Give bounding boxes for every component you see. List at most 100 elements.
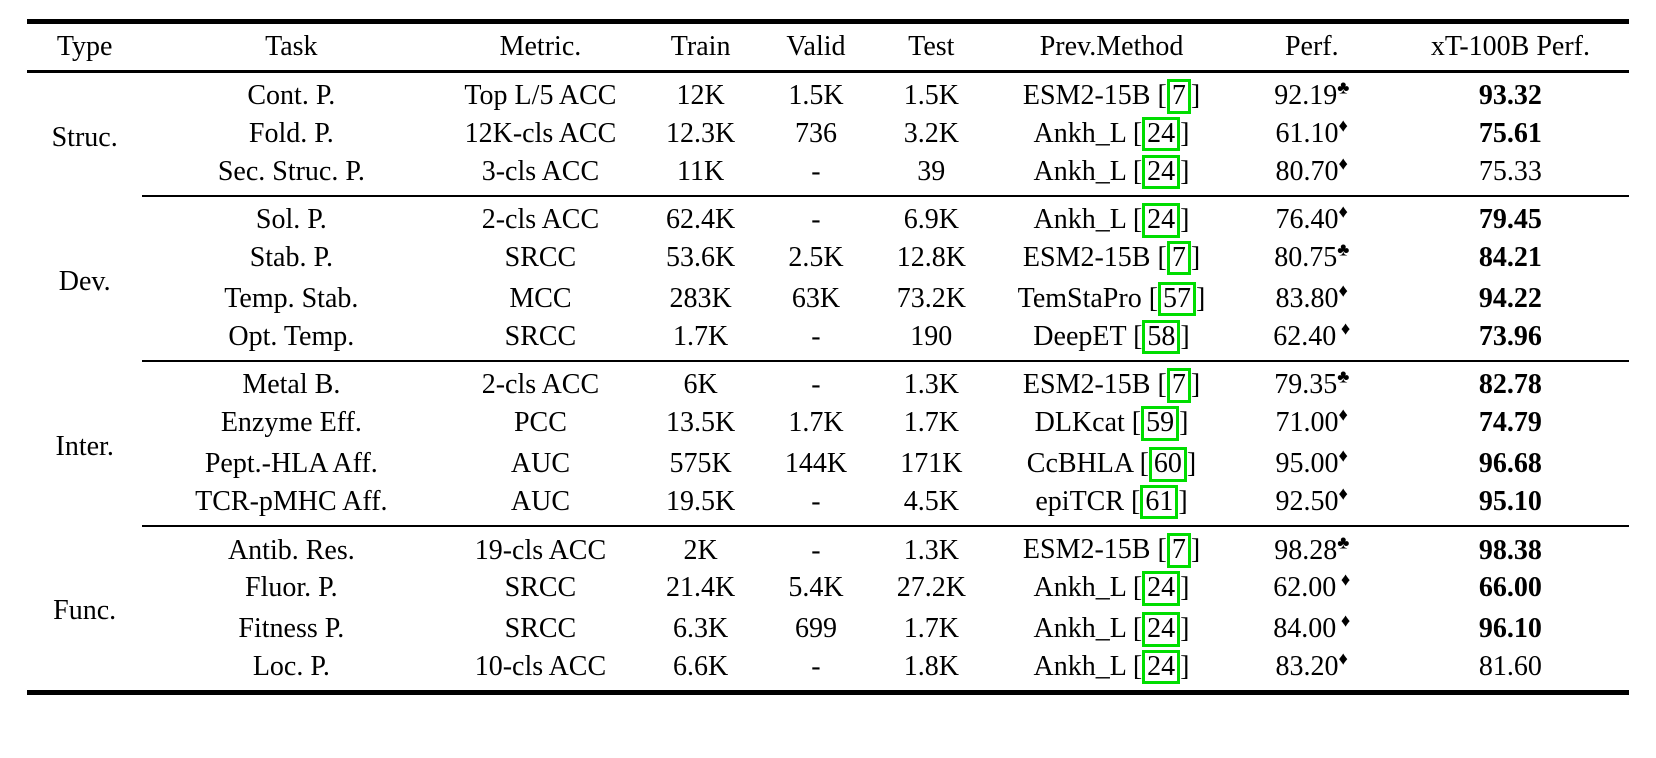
citation-link[interactable]: 24 [1142,154,1181,190]
task-cell: Antib. Res. [142,525,441,568]
metric-cell: 2-cls ACC [440,360,641,403]
table-row: TCR-pMHC Aff. AUC 19.5K - 4.5K epiTCR [61] 92.… [27,484,1629,527]
diamond-suit-icon: ♦ [1336,318,1351,339]
club-suit-icon: ♣ [1337,367,1350,388]
valid-cell: - [811,486,821,517]
train-cell: 6K [640,360,761,403]
diamond-suit-icon: ♦ [1338,280,1348,301]
metric-cell: 10-cls ACC [474,651,607,683]
citation-link[interactable]: 58 [1142,319,1181,355]
train-cell: 6.3K [673,613,729,645]
citation-link[interactable]: 60 [1148,446,1187,482]
citation-link[interactable]: 24 [1142,612,1181,647]
citation-link[interactable]: 7 [1166,240,1191,276]
task-cell: Fitness P. [238,613,345,645]
metric-cell: MCC [509,283,572,315]
table-row: Func. Antib. Res. 19-cls ACC 2K -1.3K ESM2-15… [27,525,1629,626]
test-cell: 1.8K [903,651,959,683]
diamond-suit-icon: ♦ [1336,570,1351,590]
valid-cell: - [811,651,821,683]
test-cell: 171K [900,448,963,480]
metric-cell: Top L/5 ACC [464,80,617,112]
test-cell: 3.2K [903,118,959,150]
table-row: Fluor. P. SRCC 21.4K 5.4K 27.2K Ankh_L [24] 62… [27,568,1629,609]
test-cell: 12.8K [896,242,966,274]
header-task: Task [142,21,441,73]
table-row: Sec. Struc. P. 3-cls ACC 11K - 39 Ankh_L [24]… [27,153,1629,197]
xt-perf-cell: 95.10 [1478,486,1542,517]
header-xt-perf: xT-100B Perf. [1391,21,1629,73]
prev-method-cell: ESM2-15B [7] [991,72,1231,114]
prev-method-cell: ESM2-15B [7] [991,238,1231,279]
xt-perf-cell: 73.96 [1478,320,1542,352]
task-cell: Loc. P. [252,651,330,683]
type-cell: Dev. [58,265,111,297]
header-train: Train [640,21,761,73]
citation-link[interactable]: 59 [1141,405,1180,441]
citation-link[interactable]: 61 [1140,484,1179,520]
train-cell: 19.5K [666,486,736,517]
xt-perf-cell: 96.10 [1478,613,1542,645]
test-cell: 4.5K [903,486,959,517]
header-test: Test [871,21,992,73]
citation-link[interactable]: 7 [1166,368,1191,403]
table-row: Struc. Cont. P. Top L/5 ACC 12K 1.5K 1.5K ESM2… [27,72,1629,153]
citation-link[interactable]: 57 [1158,281,1197,317]
table-group-struc: Struc. Cont. P. Top L/5 ACC 12K 1.5K 1.5K ESM2… [27,72,1629,197]
xt-perf-cell: 75.33 [1478,155,1542,187]
task-cell: Metal B. [142,360,441,403]
valid-cell: 63K [791,283,841,315]
task-cell: TCR-pMHC Aff. [195,486,388,517]
metric-cell: PCC [513,407,567,439]
test-cell: 1.7K [903,407,959,439]
metric-cell: AUC [510,486,570,517]
valid-cell: 2.5K [788,242,844,274]
xt-perf-cell: 82.78 [1391,360,1629,403]
diamond-suit-icon: ♦ [1338,648,1348,669]
prev-method-cell: ESM2-15B [7] [991,525,1232,568]
task-cell: Stab. P. [249,242,333,274]
perf-cell: 80.70♦ [1275,153,1348,187]
table-row: Opt. Temp. SRCC 1.7K - 190 DeepET [58] 62.40 ♦… [27,318,1629,362]
citation-link[interactable]: 24 [1142,571,1181,606]
metric-cell: 12K-cls ACC [464,118,617,150]
train-cell: 11K [677,155,725,187]
citation-link[interactable]: 7 [1166,79,1191,114]
citation-link[interactable]: 24 [1142,203,1181,238]
prev-method-cell: Ankh_L [24] [991,609,1231,650]
citation-link[interactable]: 24 [1142,116,1181,152]
perf-cell: 79.35♣ [1231,360,1392,403]
table-group-func: Func. Antib. Res. 19-cls ACC 2K -1.3K ESM2-15… [27,525,1629,693]
xt-perf-cell: 98.38 [1391,525,1629,568]
perf-cell: 80.75♣ [1274,239,1350,274]
task-cell: Opt. Temp. [228,320,355,352]
prev-method-cell: ESM2-15B [7] [991,360,1232,403]
train-cell: 6.6K [673,651,729,683]
train-cell: 575K [669,448,732,480]
metric-cell: SRCC [504,242,577,274]
xt-perf-cell: 79.45 [1391,195,1629,238]
valid-cell: 736 [794,118,837,150]
xt-perf-cell: 75.61 [1478,118,1542,150]
diamond-suit-icon: ♦ [1338,202,1348,223]
xt-perf-cell: 94.22 [1478,283,1542,315]
test-cell: 6.9K [871,195,992,238]
valid-cell: 699 [794,613,837,645]
prev-method-cell: CcBHLA [60] [991,444,1231,485]
table-header: Type Task Metric. Train Valid Test Prev.… [27,21,1629,73]
test-cell: 73.2K [896,283,966,315]
test-cell: 1.3K [871,360,992,403]
table-row: Fold. P. 12K-cls ACC 12.3K 736 3.2K Ankh_L [2… [27,114,1629,155]
test-cell: 27.2K [896,572,966,604]
table-row: Stab. P. SRCC 53.6K 2.5K 12.8K ESM2-15B [7] 80… [27,238,1629,279]
task-cell: Sec. Struc. P. [217,155,365,187]
prev-method-cell: Ankh_L [24] [991,649,1231,693]
perf-cell: 71.00♦ [1275,404,1348,439]
metric-cell: 19-cls ACC [440,525,641,568]
citation-link[interactable]: 24 [1142,649,1181,685]
metric-cell: SRCC [504,320,577,352]
citation-link[interactable]: 7 [1166,533,1191,568]
paper-table: Type Task Metric. Train Valid Test Prev.… [27,19,1629,696]
perf-cell: 95.00♦ [1275,445,1348,480]
xt-perf-cell: 96.68 [1478,448,1542,480]
